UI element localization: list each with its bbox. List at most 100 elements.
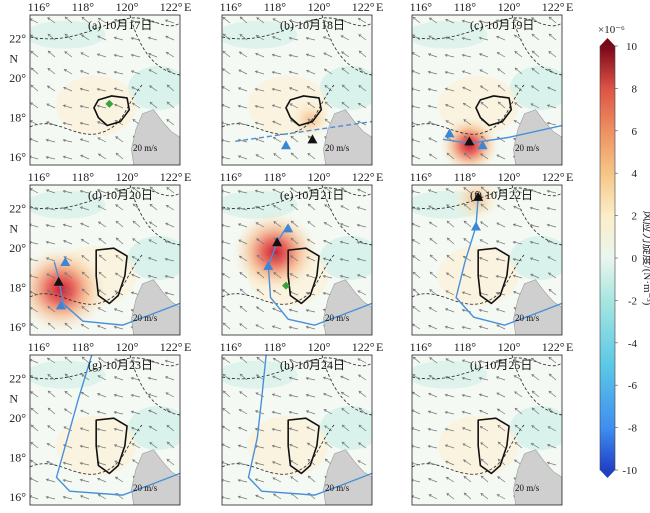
wind-vector [514,51,523,58]
lon-suffix: E [376,340,383,354]
wind-vector [80,88,90,92]
wind-vector [548,390,557,398]
wind-vector [532,50,540,58]
wind-vector [497,425,506,432]
wind-vector [428,189,438,194]
wind-vector [131,37,141,41]
wind-vector [307,153,316,160]
wind-vector-head [428,392,432,396]
wind-vector-head [30,223,32,227]
wind-vector-head [239,356,243,360]
wind-vector [64,16,73,24]
wind-vector [64,272,73,279]
wind-vector-head [513,459,518,463]
wind-vector [412,16,421,24]
wind-vector-head [30,240,32,244]
wind-vector-head [305,309,309,312]
wind-vector [323,20,333,24]
lat-tick-label: 22° [9,202,26,216]
wind-vector [447,237,455,245]
lon-tick-label: 116° [28,0,51,14]
wind-vector-head [462,255,466,259]
wind-vector [30,442,39,449]
panel-label: (e) 10月21日 [280,188,344,202]
wind-vector-head [132,203,136,207]
wind-vector [167,441,175,449]
wind-vector-head [64,288,68,292]
wind-vector-head [164,274,168,278]
land-mass [323,449,372,505]
wind-vector [222,357,231,364]
wind-vector [273,153,282,160]
wind-vector-head [62,104,66,108]
wind-vector-head [514,67,518,71]
land-mass [131,279,180,335]
wind-vector-head [272,18,276,22]
wind-vector [445,104,455,109]
wind-vector [412,239,421,245]
wind-vector [148,69,158,75]
wind-vector-head [98,237,102,241]
wind-vector-head [357,460,361,463]
wind-vector-head [497,101,501,105]
wind-vector [428,35,438,41]
wind-vector [429,289,438,296]
lon-tick-label: 118° [72,0,95,14]
wind-vector-head [222,373,226,377]
wind-vector-head [114,103,118,107]
wind-vector-head [45,189,50,193]
wind-vector [148,275,158,279]
wind-vector [114,54,124,58]
wind-vector [238,239,248,245]
marker-diamond [105,99,114,108]
wind-vector-head [30,102,34,106]
eddy-outline [95,417,128,475]
wind-vector-head [429,237,433,241]
wind-vector-head [132,220,136,224]
wind-vector [222,443,231,449]
wind-vector [238,445,248,449]
wind-vector-head [495,240,500,244]
wind-vector-head [461,19,465,23]
wind-vector [223,33,231,41]
wind-vector-head [429,357,433,361]
wind-vector [358,424,367,432]
wind-vector [222,224,231,228]
wind-vector-head [412,16,416,20]
track-position-marker [55,300,66,310]
wind-vector-head [547,68,551,72]
wind-vector-head [254,189,258,193]
wind-vector-head [222,496,224,499]
wind-vector [114,104,124,109]
wind-vector [64,356,73,364]
wind-vector [462,359,472,364]
wind-vector [429,307,438,313]
wind-vector-head [113,444,118,448]
wind-vector [63,240,73,245]
wind-vector [149,425,158,432]
wind-vector [412,271,421,279]
wind-vector [272,375,282,381]
wind-vector-head [80,52,84,56]
wind-vector [238,479,248,483]
wind-vector-head [166,441,170,445]
lon-suffix: E [376,0,383,14]
wind-vector [80,479,90,483]
wind-vector-head [547,86,551,90]
wind-vector [548,408,557,415]
wind-vector [497,408,506,415]
wind-vector-head [113,376,118,380]
wind-vector-head [113,411,117,414]
wind-vector [255,206,265,211]
wind-vector-head [273,254,277,258]
curl-contour [222,357,372,380]
wind-vector [428,445,438,449]
wind-vector [462,54,472,58]
wind-vector [429,153,438,160]
wind-vector-head [530,442,534,446]
wind-vector-head [412,121,414,125]
curl-contour [412,17,562,40]
wind-vector [462,291,472,296]
wind-vector [463,187,472,194]
